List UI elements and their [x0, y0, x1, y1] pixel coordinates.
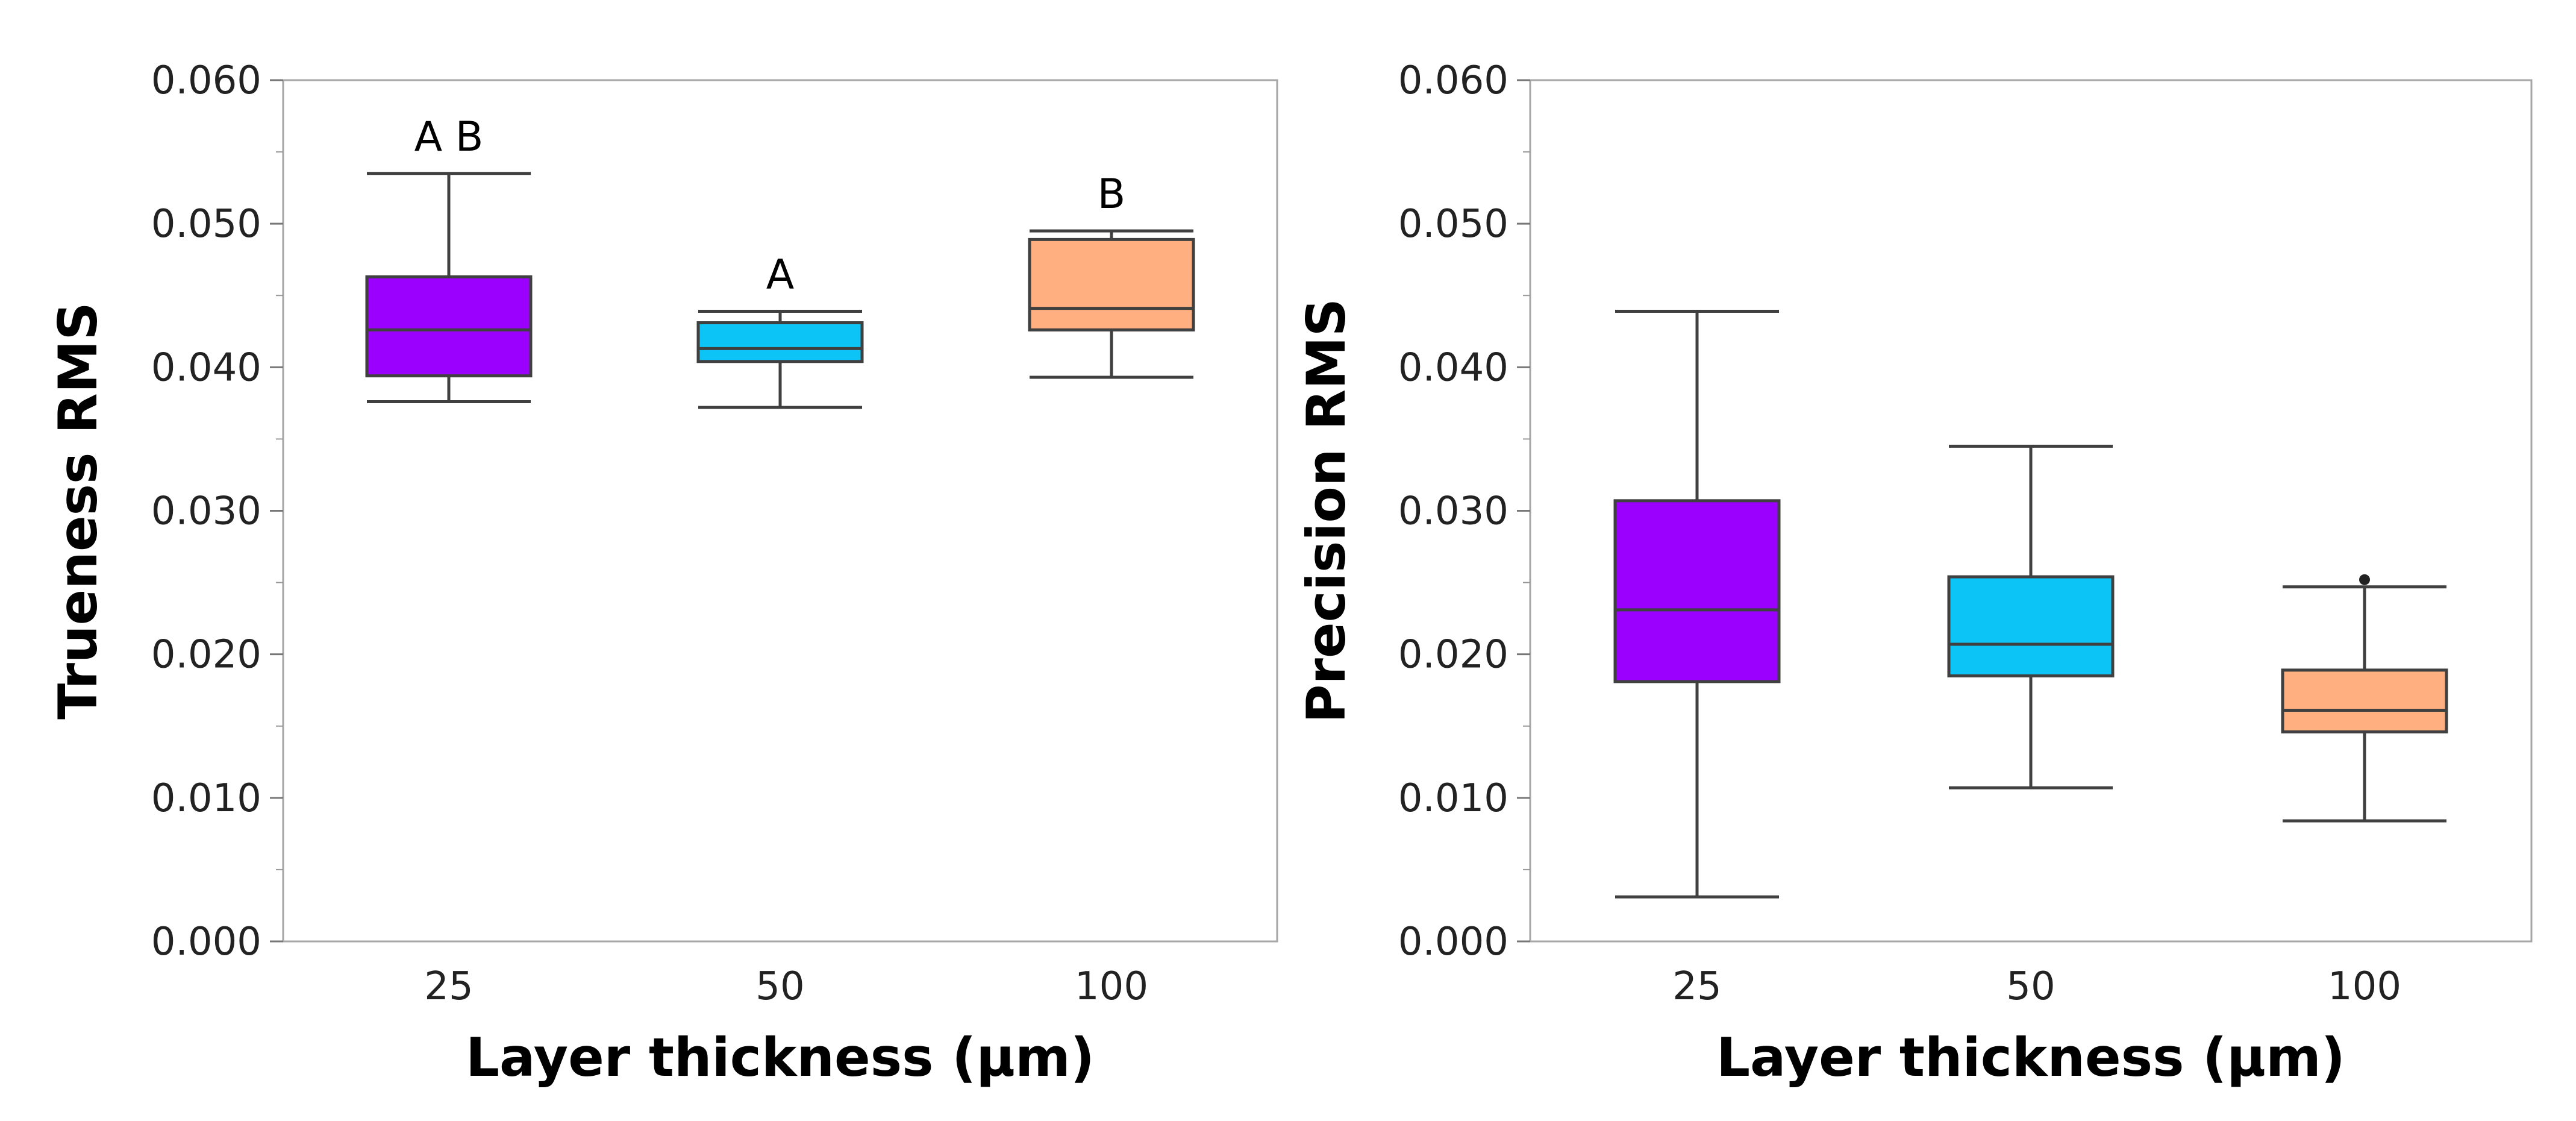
y-tick-label: 0.020: [151, 633, 261, 677]
box-25: [1613, 309, 1781, 899]
precision-panel: 0.000 0.010 0.020 0.030 0.040 0.050 0.060 25 50 1…: [1295, 58, 2533, 1088]
x-tick-label: 100: [1075, 964, 1148, 1009]
x-tick-label: 25: [424, 964, 473, 1009]
y-tick-label: 0.060: [151, 58, 261, 103]
significance-label: A B: [414, 113, 484, 161]
y-axis-title: Trueness RMS: [47, 302, 109, 720]
trueness-panel: 0.000 0.010 0.020 0.030 0.040 0.050 0.060 25 50 1…: [47, 58, 1278, 1088]
x-tick-label: 50: [2006, 964, 2055, 1009]
y-tick-label: 0.060: [1398, 58, 1508, 103]
y-tick-label: 0.010: [1398, 776, 1508, 821]
y-tick-label: 0.020: [1398, 633, 1508, 677]
box-iqr: [2281, 668, 2448, 733]
outlier-point: [2359, 574, 2370, 585]
box-100: B: [1028, 171, 1195, 379]
box-iqr: [1613, 499, 1781, 683]
y-tick-label: 0.040: [1398, 345, 1508, 390]
y-tick-label: 0.030: [151, 489, 261, 534]
y-tick-label: 0.010: [151, 776, 261, 821]
box-25: A B: [365, 113, 533, 403]
significance-label: B: [1098, 171, 1126, 218]
x-tick-label: 50: [755, 964, 804, 1009]
y-tick-label: 0.040: [151, 345, 261, 390]
box-iqr: [1028, 237, 1195, 331]
y-axis-title: Precision RMS: [1295, 298, 1357, 723]
box-iqr: [1947, 575, 2115, 677]
y-tick-label: 0.050: [151, 202, 261, 246]
box-100: [2281, 574, 2448, 823]
x-axis-title: Layer thickness (µm): [1716, 1026, 2345, 1088]
significance-label: A: [766, 251, 795, 298]
x-tick-label: 25: [1672, 964, 1721, 1009]
box-50: A: [696, 251, 864, 409]
x-tick-label: 100: [2328, 964, 2401, 1009]
box-iqr: [365, 275, 533, 378]
x-axis-title: Layer thickness (µm): [466, 1026, 1095, 1088]
y-tick-label: 0.050: [1398, 202, 1508, 246]
box-iqr: [696, 321, 864, 363]
y-tick-label: 0.000: [151, 920, 261, 964]
y-tick-label: 0.030: [1398, 489, 1508, 534]
box-50: [1947, 444, 2115, 790]
y-tick-label: 0.000: [1398, 920, 1508, 964]
plot-frame: [282, 79, 1278, 943]
